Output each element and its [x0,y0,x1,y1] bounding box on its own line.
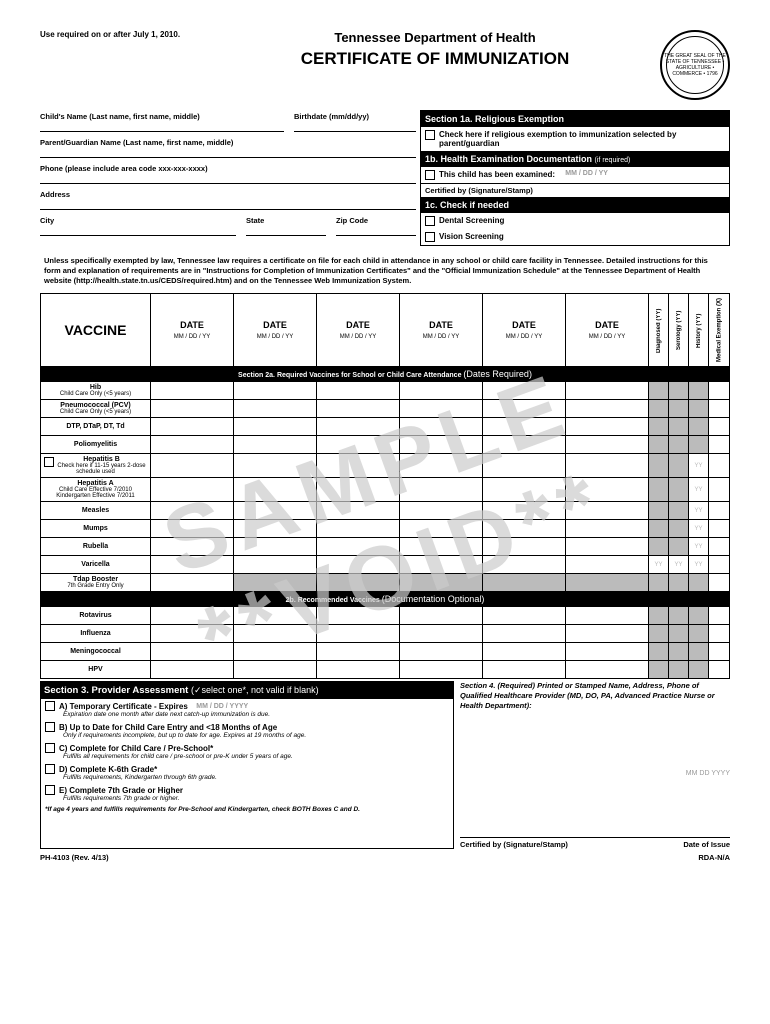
diagnosed-col: Diagnosed (YY) [649,294,669,367]
examined-checkbox[interactable] [425,170,435,180]
vaccine-table: VACCINE DATEMM / DD / YY DATEMM / DD / Y… [40,293,730,679]
religious-exemption-checkbox[interactable] [425,130,435,140]
sec1b-text: This child has been examined: [439,170,555,179]
form-title: CERTIFICATE OF IMMUNIZATION [230,49,640,69]
date-col-6: DATEMM / DD / YY [566,294,649,367]
use-note: Use required on or after July 1, 2010. [40,30,210,39]
provider-checkbox[interactable] [45,764,55,774]
sec1b-cert: Certified by (Signature/Stamp) [421,183,729,197]
dental-checkbox[interactable] [425,216,435,226]
vaccine-col-header: VACCINE [41,294,151,367]
vision-checkbox[interactable] [425,232,435,242]
sec3-footnote: *If age 4 years and fulfills requirement… [41,804,453,815]
exemption-col: Medical Exemption (X) [709,294,730,367]
provider-checkbox[interactable] [45,701,55,711]
date-col-1: DATEMM / DD / YY [151,294,234,367]
rda-code: RDA-N/A [698,853,730,862]
sec4-text: Section 4. (Required) Printed or Stamped… [460,681,730,710]
sec1b-header: 1b. Health Examination Documentation [425,154,592,164]
sec1c-header: 1c. Check if needed [421,197,729,213]
child-name-field[interactable]: Child's Name (Last name, first name, mid… [40,110,284,132]
section-4: Section 4. (Required) Printed or Stamped… [460,681,730,848]
provider-checkbox[interactable] [45,785,55,795]
hepb-schedule-checkbox[interactable] [44,457,54,467]
date-col-2: DATEMM / DD / YY [234,294,317,367]
date-col-3: DATEMM / DD / YY [317,294,400,367]
provider-checkbox[interactable] [45,743,55,753]
birthdate-field[interactable]: Birthdate (mm/dd/yy) [294,110,416,132]
sec1a-text: Check here if religious exemption to imm… [439,130,725,148]
city-field[interactable]: City [40,214,236,236]
sec1a-header: Section 1a. Religious Exemption [421,111,729,127]
serology-col: Serology (YY) [669,294,689,367]
date-col-4: DATEMM / DD / YY [400,294,483,367]
dept-name: Tennessee Department of Health [230,30,640,45]
state-field[interactable]: State [246,214,326,236]
address-field[interactable]: Address [40,188,416,210]
sec4-cert: Certified by (Signature/Stamp) [460,840,568,849]
form-header: Use required on or after July 1, 2010. T… [40,30,730,100]
section-3: Section 3. Provider Assessment (✓select … [40,681,454,848]
date-col-5: DATEMM / DD / YY [483,294,566,367]
provider-checkbox[interactable] [45,722,55,732]
zip-field[interactable]: Zip Code [336,214,416,236]
form-number: PH-4103 (Rev. 4/13) [40,853,109,862]
parent-field[interactable]: Parent/Guardian Name (Last name, first n… [40,136,416,158]
date-of-issue: Date of Issue [683,840,730,849]
state-seal-icon: THE GREAT SEAL OF THE STATE OF TENNESSEE… [660,30,730,100]
phone-field[interactable]: Phone (please include area code xxx-xxx-… [40,162,416,184]
legal-notice: Unless specifically exempted by law, Ten… [40,252,730,289]
history-col: History (YY) [689,294,709,367]
